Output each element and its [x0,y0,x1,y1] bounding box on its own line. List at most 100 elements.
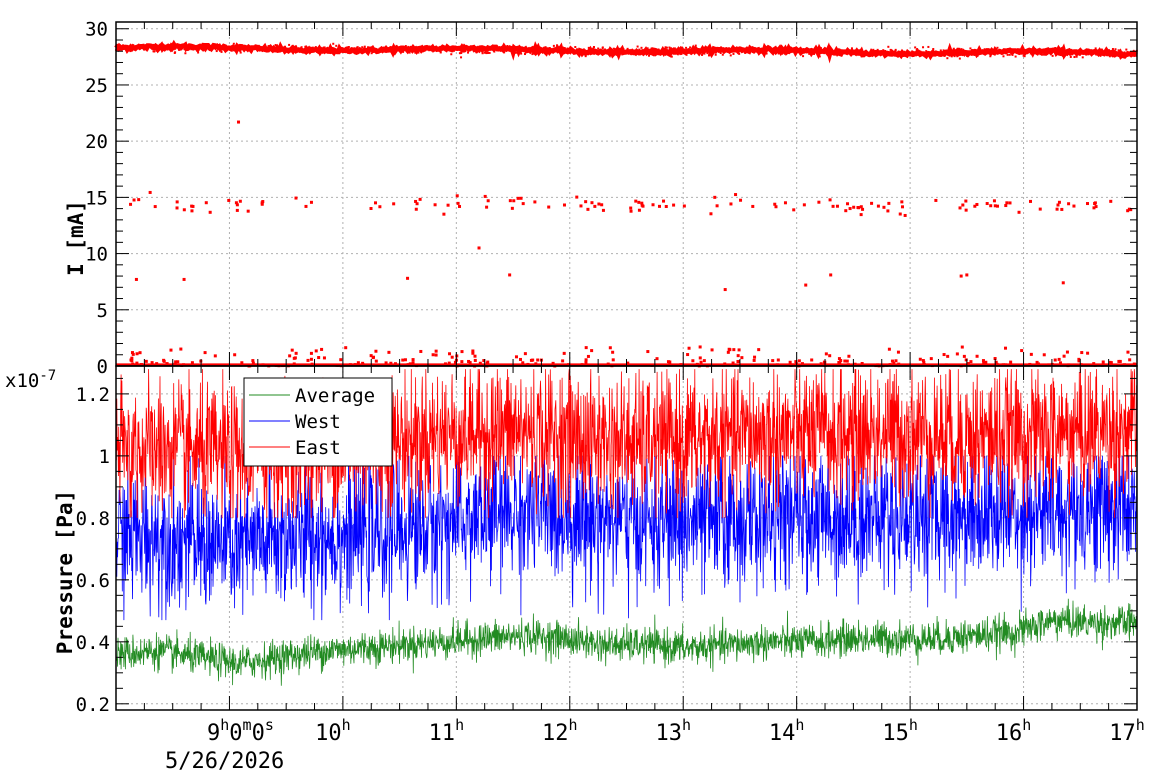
current-point [1104,51,1107,54]
current-point [597,202,601,206]
current-point [1077,357,1081,361]
current-point [975,51,978,54]
current-point [322,356,326,360]
current-point [309,49,312,52]
current-point [914,46,917,49]
current-point [1086,351,1090,355]
current-point [704,48,707,51]
current-point [739,46,742,49]
current-point [1034,48,1037,51]
current-point [1004,346,1008,350]
current-point [709,49,712,52]
current-point [509,49,512,52]
current-point [267,49,270,52]
current-point [716,46,719,49]
current-point [175,200,179,204]
current-point [134,277,138,281]
current-point [1111,48,1114,51]
current-point [773,50,776,53]
current-point [732,348,736,352]
current-point [942,353,946,357]
current-point [601,50,604,53]
current-point [477,46,480,49]
current-point [837,360,841,364]
current-point [850,47,853,50]
current-point [1044,51,1047,54]
current-point [844,209,848,213]
current-point [590,51,593,54]
current-point [665,46,668,49]
current-point [447,361,451,365]
current-point [813,52,816,55]
current-point [347,46,350,49]
current-point [732,52,735,55]
current-point [140,45,143,48]
current-point [730,50,733,53]
current-point [175,46,178,49]
current-point [518,357,522,361]
current-point [321,47,324,50]
current-point [794,360,798,364]
current-point [828,198,832,202]
current-point [672,203,676,207]
current-point [548,47,551,50]
current-point [719,51,722,54]
current-point [898,212,902,216]
current-point [831,204,835,208]
current-point [884,49,887,52]
current-point [1084,50,1087,53]
current-point [989,55,992,58]
current-point [682,204,686,208]
current-point [996,46,999,49]
current-point [181,46,184,49]
current-point [306,358,310,362]
current-point [869,52,872,55]
current-point [1020,52,1023,55]
current-point [800,49,803,52]
current-point [215,47,218,50]
current-point [482,47,485,50]
current-point [418,197,422,201]
current-point [551,49,554,52]
current-point [968,51,971,54]
current-point [1058,52,1061,55]
current-point [804,51,807,54]
current-point [332,42,335,45]
current-point [575,195,579,199]
current-point [983,48,986,51]
current-point [681,46,684,49]
current-point [274,47,277,50]
current-point [461,47,464,50]
current-point [799,53,802,56]
current-point [342,50,345,53]
current-tick-label: 30 [85,19,108,41]
current-point [1005,201,1009,205]
current-point [645,47,648,50]
current-point [1055,207,1059,211]
current-point [394,48,397,51]
current-point [231,48,234,51]
current-point [936,51,939,54]
current-point [513,50,516,53]
current-point [925,50,928,53]
current-point [487,51,490,54]
current-point [374,359,378,363]
current-point [460,48,463,51]
current-point [650,51,653,54]
current-point [556,44,559,47]
current-point [857,206,861,210]
current-point [1075,55,1078,58]
current-point [138,351,142,355]
current-point [1029,352,1033,356]
current-point [383,49,386,52]
time-label-15h: 15h [882,716,918,746]
current-point [593,204,597,208]
current-point [442,212,446,216]
current-point [757,348,761,352]
current-point [626,47,629,50]
current-point [987,50,990,53]
current-point [729,202,733,206]
current-point [720,46,723,49]
current-point [485,205,489,209]
current-point [760,48,763,51]
